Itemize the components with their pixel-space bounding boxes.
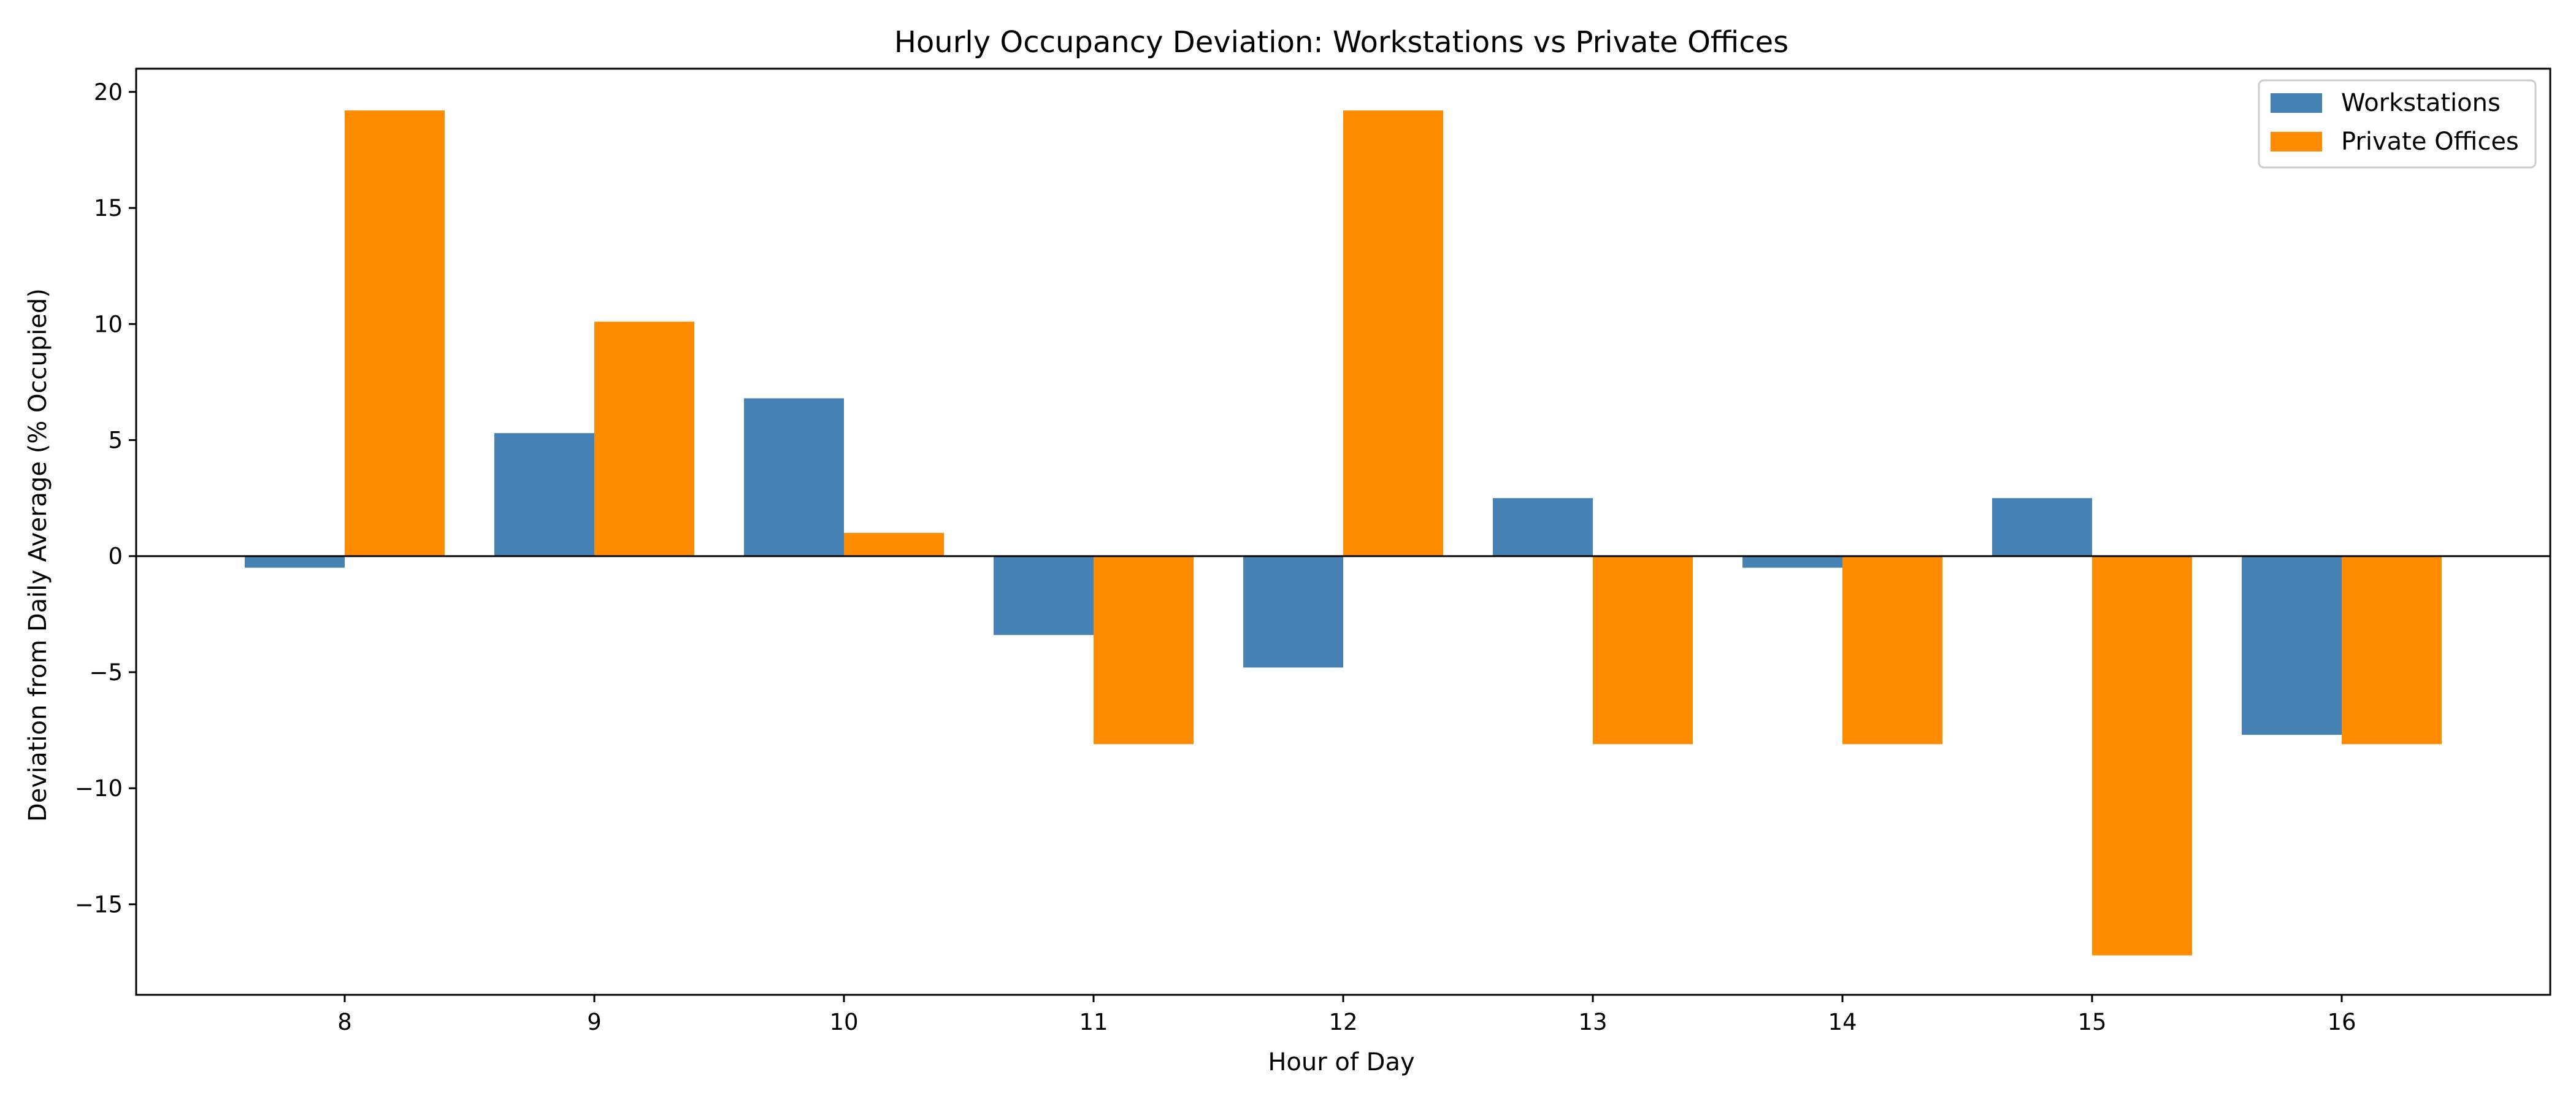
bar-workstations-12 [1243,556,1343,668]
bar-workstations-11 [994,556,1094,635]
x-tick-label: 15 [2077,1009,2106,1035]
bar-workstations-8 [245,556,345,568]
bar-workstations-14 [1742,556,1842,568]
legend: Workstations Private Offices [2258,79,2537,169]
chart-title: Hourly Occupancy Deviation: Workstations… [894,25,1788,59]
legend-frame [2258,79,2537,169]
x-tick-label: 11 [1079,1009,1108,1035]
bar-private-offices-14 [1842,556,1942,745]
y-tick-label: −15 [75,891,123,918]
bar-private-offices-10 [844,532,944,556]
x-axis-label: Hour of Day [1268,1048,1414,1076]
x-tick-label: 16 [2327,1009,2356,1035]
x-tick-label: 13 [1578,1009,1607,1035]
bar-private-offices-13 [1593,556,1693,745]
y-tick-label: −10 [75,775,123,802]
legend-label-workstations: Workstations [2341,89,2501,117]
y-tick-label: 0 [108,543,123,570]
x-tick-label: 14 [1828,1009,1857,1035]
y-tick-label: 15 [94,195,123,221]
bar-workstations-9 [494,433,594,556]
bar-workstations-15 [1992,498,2092,556]
x-tick-label: 10 [829,1009,858,1035]
bar-workstations-16 [2242,556,2342,735]
bars-layer [245,110,2442,956]
legend-label-private-offices: Private Offices [2341,128,2519,156]
legend-swatch-private-offices [2271,132,2322,151]
y-tick-label: 10 [94,311,123,337]
y-tick-label: 5 [108,427,123,454]
bar-private-offices-16 [2342,556,2442,745]
y-tick-label: −5 [89,659,123,686]
bar-private-offices-12 [1343,110,1443,556]
bar-private-offices-11 [1094,556,1194,745]
bar-private-offices-15 [2092,556,2192,956]
bar-workstations-13 [1493,498,1593,556]
bar-private-offices-8 [345,110,445,556]
legend-swatch-workstations [2271,93,2322,113]
y-tick-label: 20 [94,79,123,105]
bar-workstations-10 [744,398,844,556]
x-tick-label: 9 [587,1009,602,1035]
y-axis-ticks: 20 15 10 5 0 −5 −10 −15 [75,79,136,918]
x-tick-label: 12 [1328,1009,1357,1035]
bar-private-offices-9 [594,321,694,556]
x-axis-ticks: 8 9 10 11 12 13 14 15 16 [337,995,2356,1035]
y-axis-label: Deviation from Daily Average (% Occupied… [24,288,52,822]
x-tick-label: 8 [337,1009,352,1035]
plot-frame [135,67,2551,996]
